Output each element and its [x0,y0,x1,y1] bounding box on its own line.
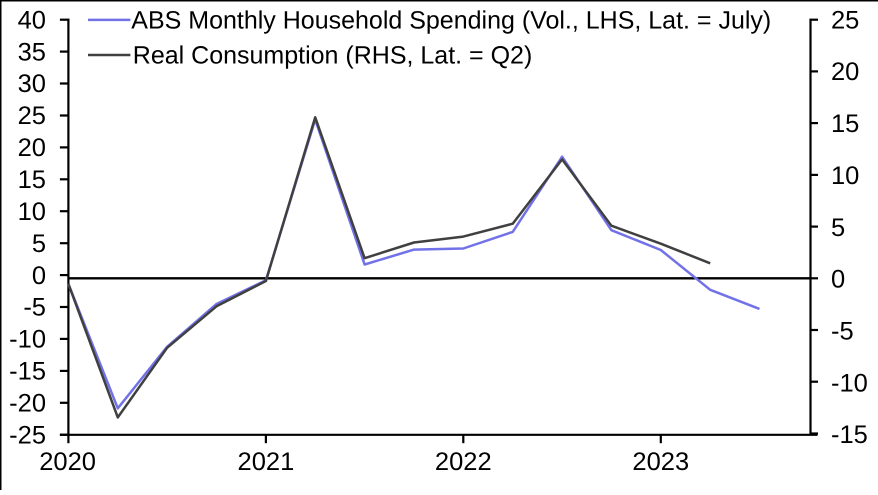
svg-text:40: 40 [18,6,46,34]
svg-text:-15: -15 [9,358,46,386]
svg-text:2021: 2021 [238,448,295,476]
svg-text:-10: -10 [9,326,46,354]
svg-text:ABS Monthly Household Spending: ABS Monthly Household Spending (Vol., LH… [131,7,771,35]
svg-text:2020: 2020 [39,448,96,476]
svg-text:20: 20 [831,58,859,86]
svg-text:20: 20 [18,134,46,162]
svg-text:Real Consumption (RHS, Lat. =: Real Consumption (RHS, Lat. = Q2) [133,42,532,70]
svg-text:-5: -5 [831,317,854,345]
svg-text:-25: -25 [9,421,46,449]
svg-text:10: 10 [831,162,859,190]
svg-text:-20: -20 [9,390,46,418]
svg-text:5: 5 [831,214,845,242]
svg-text:15: 15 [831,110,859,138]
svg-text:0: 0 [32,262,46,290]
svg-text:2022: 2022 [435,448,492,476]
svg-text:0: 0 [831,266,845,294]
svg-text:25: 25 [18,102,46,130]
svg-text:35: 35 [18,38,46,66]
svg-text:-15: -15 [831,421,868,449]
svg-text:30: 30 [18,70,46,98]
svg-text:10: 10 [18,198,46,226]
svg-text:25: 25 [831,6,859,34]
svg-text:5: 5 [32,230,46,258]
svg-text:15: 15 [18,166,46,194]
svg-text:-5: -5 [23,294,46,322]
svg-text:2023: 2023 [632,448,689,476]
svg-text:-10: -10 [831,369,868,397]
